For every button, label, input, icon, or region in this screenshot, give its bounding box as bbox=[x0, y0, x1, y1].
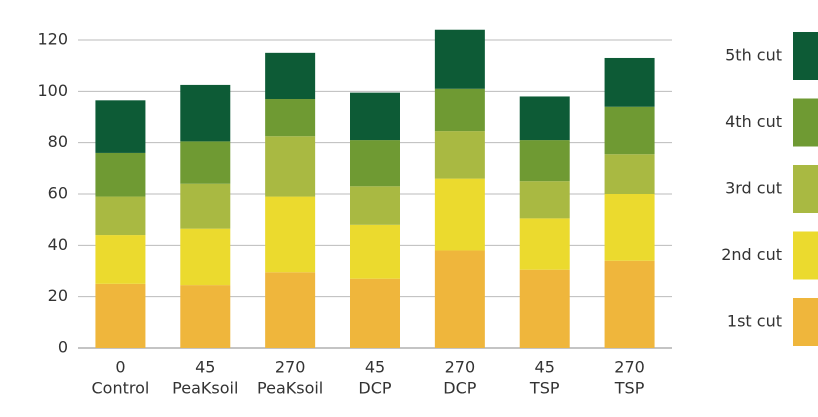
bar-segment bbox=[265, 99, 316, 137]
bar-segment bbox=[95, 152, 146, 197]
x-tick-label: Control bbox=[92, 379, 150, 398]
bar-segment bbox=[180, 228, 231, 286]
x-tick-label: 45 bbox=[365, 358, 385, 377]
bar-segment bbox=[434, 29, 485, 89]
bar-segment bbox=[95, 196, 146, 236]
x-tick-label: 45 bbox=[195, 358, 215, 377]
x-tick-label: 270 bbox=[445, 358, 476, 377]
bar-segment bbox=[350, 92, 400, 141]
x-tick-label: PeaKsoil bbox=[172, 379, 238, 398]
x-tick-label: 270 bbox=[275, 358, 306, 377]
bar-segment bbox=[519, 269, 570, 348]
y-tick-label: 120 bbox=[37, 30, 68, 49]
bar-segment bbox=[519, 218, 570, 270]
legend-swatch bbox=[793, 98, 818, 147]
bar-segment bbox=[434, 88, 485, 132]
x-tick-label: DCP bbox=[358, 379, 391, 398]
legend-swatch bbox=[793, 32, 818, 80]
bar-segment bbox=[180, 183, 231, 229]
x-tick-label: 270 bbox=[614, 358, 645, 377]
bar-segment bbox=[350, 186, 400, 225]
legend-label: 1st cut bbox=[727, 312, 782, 331]
bar-segment bbox=[265, 136, 316, 197]
bar-segment bbox=[519, 140, 570, 182]
legend-label: 3rd cut bbox=[725, 179, 782, 198]
bar-segment bbox=[265, 272, 316, 348]
y-tick-label: 0 bbox=[58, 338, 68, 357]
bar-segment bbox=[434, 178, 485, 251]
legend-label: 4th cut bbox=[725, 112, 782, 131]
bar-segment bbox=[604, 194, 655, 261]
bar-segment bbox=[434, 131, 485, 179]
bar-segment bbox=[265, 196, 316, 273]
y-tick-label: 40 bbox=[48, 235, 68, 254]
y-tick-label: 60 bbox=[48, 184, 68, 203]
bar-segment bbox=[350, 278, 400, 348]
bar-segment bbox=[180, 141, 231, 184]
legend-label: 5th cut bbox=[725, 46, 782, 65]
bar-segment bbox=[95, 100, 146, 153]
bar-segment bbox=[604, 106, 655, 155]
bar-segment bbox=[434, 250, 485, 348]
bar-segment bbox=[604, 260, 655, 348]
bar-segment bbox=[95, 283, 146, 348]
x-tick-label: TSP bbox=[529, 379, 560, 398]
bar-segment bbox=[604, 154, 655, 194]
x-tick-label: 45 bbox=[535, 358, 555, 377]
x-tick-label: 0 bbox=[115, 358, 125, 377]
legend-swatch bbox=[793, 165, 818, 213]
bar-segment bbox=[519, 96, 570, 141]
bar-segment bbox=[180, 285, 231, 348]
x-tick-label: TSP bbox=[614, 379, 645, 398]
legend-swatch bbox=[793, 298, 818, 346]
y-tick-label: 20 bbox=[48, 286, 68, 305]
x-tick-label: PeaKsoil bbox=[257, 379, 323, 398]
bar-segment bbox=[265, 52, 316, 100]
bar-segment bbox=[604, 57, 655, 107]
y-tick-label: 80 bbox=[48, 132, 68, 151]
bar-segment bbox=[350, 140, 400, 187]
x-tick-label: DCP bbox=[443, 379, 476, 398]
bar-segment bbox=[180, 84, 231, 142]
bar-segment bbox=[350, 224, 400, 279]
y-tick-label: 100 bbox=[37, 81, 68, 100]
legend-label: 2nd cut bbox=[721, 245, 782, 264]
legend-swatch bbox=[793, 231, 818, 280]
bar-segment bbox=[519, 181, 570, 219]
bar-segment bbox=[95, 235, 146, 284]
